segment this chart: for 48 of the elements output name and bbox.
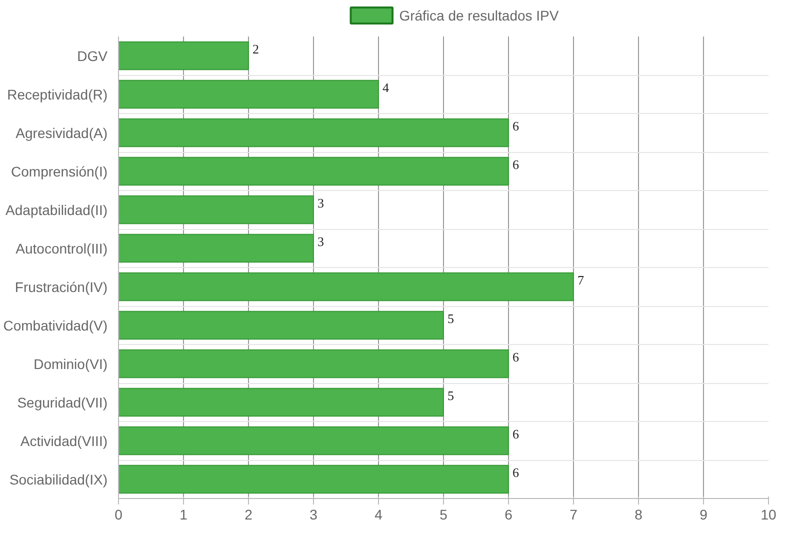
bar <box>118 234 314 263</box>
x-tick-label: 2 <box>244 506 253 522</box>
y-tick-label: Adaptabilidad(II) <box>6 202 108 218</box>
x-tick-label: 0 <box>114 506 123 522</box>
y-tick-label: Agresividad(A) <box>16 124 108 141</box>
y-tick-label: Autocontrol(III) <box>16 240 108 256</box>
y-tick-label: Dominio(VI) <box>34 356 108 372</box>
data-label: 7 <box>578 272 584 288</box>
data-label: 3 <box>318 234 324 249</box>
data-label: 6 <box>512 426 520 442</box>
bar <box>118 426 509 456</box>
x-tick-label: 9 <box>700 506 708 522</box>
x-tick-label: 6 <box>504 506 513 522</box>
bar <box>118 118 509 148</box>
bar <box>118 272 574 302</box>
y-tick-label: Actividad(VIII) <box>20 432 108 449</box>
x-tick-label: 1 <box>180 506 188 522</box>
bar <box>118 310 444 340</box>
x-tick-label: 7 <box>570 506 578 522</box>
data-label: 6 <box>512 156 520 172</box>
data-label: 6 <box>512 349 520 364</box>
data-label: 6 <box>512 118 520 134</box>
y-tick-label: Sociabilidad(IX) <box>9 471 108 488</box>
data-label: 4 <box>382 80 390 95</box>
bar <box>118 156 509 186</box>
bar <box>118 41 249 70</box>
data-label: 2 <box>252 41 259 56</box>
data-label: 5 <box>448 388 454 403</box>
y-tick-label: Comprensión(I) <box>11 163 108 180</box>
data-label: 5 <box>448 310 454 326</box>
y-tick-label: DGV <box>77 48 108 64</box>
bar <box>118 80 379 109</box>
x-tick-label: 5 <box>440 506 448 522</box>
x-tick-label: 4 <box>374 506 383 522</box>
data-label: 3 <box>318 195 324 210</box>
y-tick-label: Receptividad(R) <box>7 86 108 102</box>
x-tick-label: 10 <box>760 506 776 522</box>
y-tick-label: Frustración(IV) <box>14 278 108 295</box>
bar <box>118 349 509 378</box>
bar <box>118 195 314 224</box>
y-tick-label: Combatividad(V) <box>3 317 108 334</box>
x-tick-label: 3 <box>310 506 318 522</box>
data-label: 6 <box>512 464 520 480</box>
y-tick-label: Seguridad(VII) <box>17 394 108 410</box>
bar <box>118 464 509 494</box>
legend-label: Gráfica de resultados IPV <box>399 8 560 24</box>
x-tick-label: 8 <box>634 506 643 522</box>
bar <box>118 388 444 417</box>
